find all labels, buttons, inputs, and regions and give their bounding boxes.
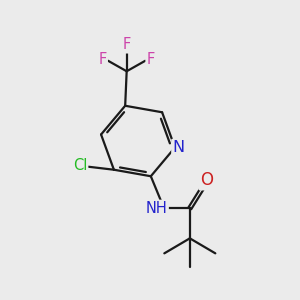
- Text: N: N: [172, 140, 184, 155]
- Text: F: F: [146, 52, 155, 67]
- Text: F: F: [98, 52, 107, 67]
- Text: Cl: Cl: [73, 158, 87, 173]
- Text: O: O: [200, 171, 213, 189]
- Text: NH: NH: [146, 201, 168, 216]
- Text: F: F: [122, 38, 131, 52]
